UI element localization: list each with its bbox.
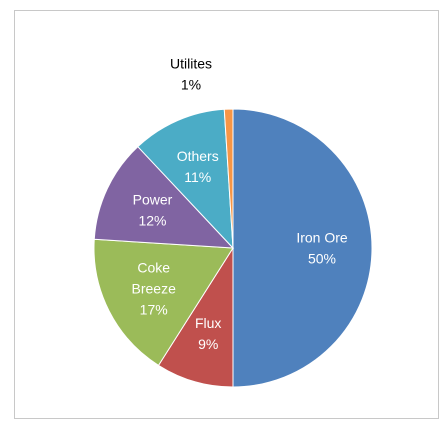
pie-slice-others (137, 108, 234, 250)
pie-slice-iron-ore (232, 108, 373, 388)
pie-slice-utilites (223, 108, 234, 249)
data-label-power: Power 12% (133, 192, 173, 229)
data-label-iron-ore: Iron Ore 50% (296, 230, 348, 267)
data-label-coke-breeze: Coke Breeze 17% (132, 259, 177, 317)
data-label-flux: Flux 9% (195, 315, 221, 352)
data-label-others: Others 11% (177, 148, 219, 185)
pie-slice-power (93, 145, 235, 249)
pie-slice-flux (157, 246, 234, 388)
pie-slice-coke-breeze (93, 238, 234, 367)
data-label-utilites: Utilites 1% (170, 56, 212, 93)
